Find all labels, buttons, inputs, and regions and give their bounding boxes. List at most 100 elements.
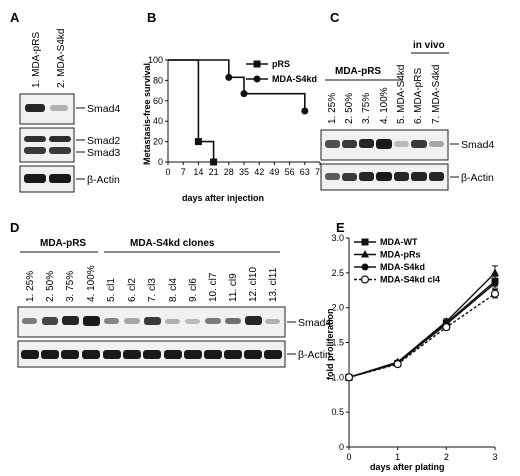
data-point — [344, 373, 354, 382]
data-point — [393, 359, 402, 369]
y-tick-label: 1.0 — [331, 372, 344, 382]
lanes-c: 1. 25% 2. 50% 3. 75% 4. 100% 5. MDA-S4kd 6. M… — [327, 65, 442, 124]
blot-label: Smad3 — [87, 147, 120, 159]
legend-label: MDA-S4kd — [272, 74, 317, 84]
legend-marker — [361, 263, 369, 271]
y-tick-label: 0.5 — [331, 407, 344, 417]
e-x-axis-label: days after plating — [370, 462, 445, 472]
x-tick-label: 56 — [285, 167, 295, 177]
y-tick-label: 100 — [148, 55, 163, 65]
x-tick-label: 21 — [209, 167, 219, 177]
y-tick-label: 80 — [153, 75, 163, 85]
blot-label: Smad4 — [87, 103, 120, 115]
y-tick-label: 1.5 — [331, 338, 344, 348]
series-line-circle — [348, 282, 496, 379]
data-point — [194, 138, 202, 146]
group-label: MDA-S4kd clones — [130, 238, 215, 249]
legend-marker — [253, 60, 261, 68]
lane-label: 2. 50% — [344, 93, 355, 124]
x-tick-label: 2 — [444, 452, 449, 462]
legend-label: MDA-S4kd — [380, 262, 425, 272]
data-point — [301, 107, 309, 115]
legend-marker — [360, 275, 370, 284]
blot-label: Smad4 — [298, 317, 331, 329]
lane-label: 7. cl3 — [147, 278, 158, 302]
x-tick-label: 70 — [315, 167, 325, 177]
lane-label: 1. MDA-pRS — [31, 32, 42, 88]
blot-d-actin — [17, 340, 286, 368]
legend-marker — [361, 250, 369, 258]
blot-label: Smad2 — [87, 135, 120, 147]
blot-label: Smad4 — [461, 139, 494, 151]
lane-label: 2. 50% — [45, 271, 56, 302]
y-tick-label: 60 — [153, 96, 163, 106]
x-tick-label: 7 — [181, 167, 186, 177]
blot-d-smad4 — [17, 306, 286, 338]
panel-b-letter: B — [147, 10, 156, 25]
lane-label: 11. cl9 — [228, 273, 239, 302]
x-tick-label: 63 — [300, 167, 310, 177]
legend-label: pRS — [272, 59, 290, 69]
blot-c-smad4 — [320, 129, 449, 161]
data-point — [225, 73, 233, 81]
survival-line-square — [168, 59, 215, 162]
lane-label: 12. cl10 — [248, 267, 259, 302]
legend-label: MDA-S4kd cl4 — [380, 275, 440, 285]
lane-label: 6. MDA-pRS — [413, 68, 424, 124]
panel-a-letter: A — [10, 10, 20, 25]
b-x-axis-label: days after injection — [182, 193, 264, 203]
lane-label: 5. MDA-S4kd — [396, 65, 407, 124]
survival-line-circle — [168, 59, 306, 111]
lane-label: 3. 75% — [361, 93, 372, 124]
lane-label: 2. MDA-S4kd — [56, 29, 67, 88]
x-tick-label: 49 — [269, 167, 279, 177]
lane-label: 1. 25% — [25, 271, 36, 302]
group-label: MDA-pRS — [335, 66, 381, 77]
data-point — [210, 158, 218, 166]
lanes-d: 1. 25% 2. 50% 3. 75% 4. 100% 5. cl1 6. cl2 7. … — [25, 265, 279, 302]
y-tick-label: 2.0 — [331, 303, 344, 313]
series-line-open-circle — [348, 293, 496, 379]
legend-label: MDA-WT — [380, 237, 418, 247]
series-line-triangle — [348, 272, 496, 379]
lane-label: 4. 100% — [379, 87, 390, 124]
y-tick-label: 2.5 — [331, 268, 344, 278]
data-point — [490, 289, 500, 298]
y-tick-label: 0 — [339, 442, 344, 452]
x-tick-label: 35 — [239, 167, 249, 177]
y-tick-label: 20 — [153, 137, 163, 147]
chart-b: 0 20 40 60 80 100 0 7 14 21 28 35 42 49 56 63 70 pRS MDA-S… — [148, 55, 325, 177]
group-label: in vivo — [413, 40, 445, 51]
panel-c-letter: C — [330, 10, 340, 25]
chart-e: 0 0.5 1.0 1.5 2.0 2.5 3.0 0 1 2 3 MDA-WT MDA-pRs MDA-… — [331, 233, 500, 462]
lane-label: 4. 100% — [86, 265, 97, 302]
data-point — [442, 323, 451, 332]
x-tick-label: 3 — [492, 452, 497, 462]
lane-label: 7. MDA-S4kd — [431, 65, 442, 124]
x-tick-label: 28 — [224, 167, 234, 177]
panel-e-letter: E — [336, 220, 345, 235]
e-y-axis-label: fold proliferation — [325, 309, 335, 381]
legend-marker — [253, 75, 261, 83]
data-point — [240, 90, 248, 98]
b-y-axis-label: Metastasis-free survival — [142, 63, 152, 165]
x-tick-label: 42 — [254, 167, 264, 177]
lane-label: 10. cl7 — [208, 272, 219, 302]
y-tick-label: 3.0 — [331, 233, 344, 243]
lane-label: 6. cl2 — [127, 278, 138, 302]
blot-a-smad23 — [19, 127, 75, 163]
blot-a-actin — [19, 165, 75, 193]
legend-label: MDA-pRs — [380, 250, 421, 260]
group-label: MDA-pRS — [40, 238, 86, 249]
x-tick-label: 0 — [165, 167, 170, 177]
blot-a-smad4 — [19, 93, 75, 125]
x-tick-label: 0 — [346, 452, 351, 462]
blot-label: β-Actin — [461, 172, 494, 184]
blot-label: β-Actin — [298, 349, 331, 361]
x-tick-label: 14 — [193, 167, 203, 177]
x-tick-label: 1 — [395, 452, 400, 462]
lane-label: 13. cl11 — [268, 267, 279, 302]
lane-label: 3. 75% — [65, 271, 76, 302]
lane-label: 9. cl6 — [188, 278, 199, 302]
